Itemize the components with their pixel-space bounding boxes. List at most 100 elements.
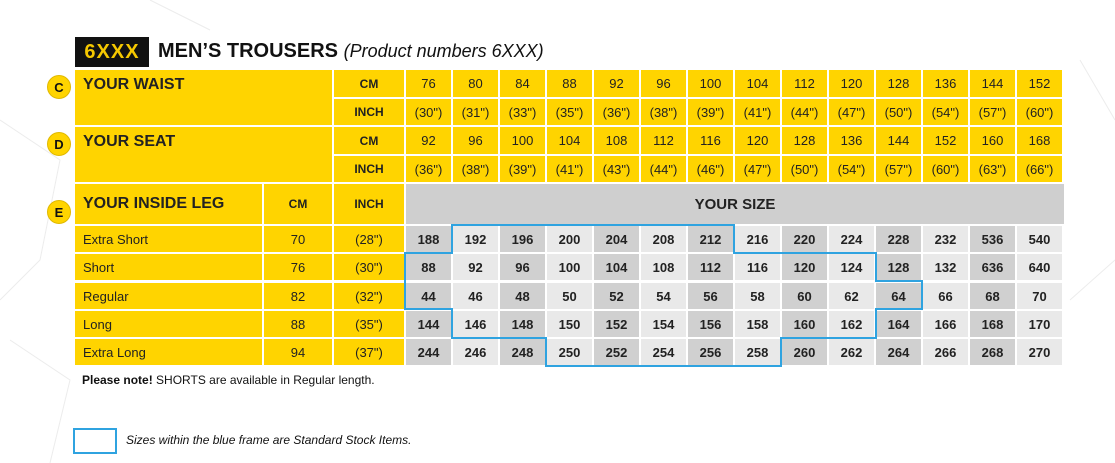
seat-inch-value: (36")	[406, 156, 451, 182]
size-cell: 216	[735, 226, 780, 252]
waist-cm-value: 152	[1017, 70, 1062, 97]
seat-label: YOUR SEAT	[75, 127, 332, 182]
waist-inch-value: (30")	[406, 99, 451, 125]
size-cell: 70	[1017, 283, 1062, 309]
size-cell: 196	[500, 226, 545, 252]
waist-inch-value: (39")	[688, 99, 733, 125]
waist-cm-unit: CM	[334, 70, 404, 97]
seat-inch-value: (43")	[594, 156, 639, 182]
seat-cm-unit: CM	[334, 127, 404, 154]
leg-row-inch: (30")	[334, 254, 404, 280]
size-cell: 124	[829, 254, 874, 280]
size-cell: 154	[641, 311, 686, 337]
size-cell: 150	[547, 311, 592, 337]
waist-cm-value: 76	[406, 70, 451, 97]
size-cell: 248	[500, 339, 545, 365]
seat-cm-value: 116	[688, 127, 733, 154]
title-subtitle: (Product numbers 6XXX)	[343, 41, 544, 61]
leg-row-cm: 70	[264, 226, 332, 252]
seat-cm-value: 136	[829, 127, 874, 154]
waist-inch-unit: INCH	[334, 99, 404, 125]
waist-inch-value: (54")	[923, 99, 968, 125]
size-cell: 228	[876, 226, 921, 252]
seat-cm-value: 112	[641, 127, 686, 154]
size-cell: 268	[970, 339, 1015, 365]
size-cell: 170	[1017, 311, 1062, 337]
seat-cm-value: 128	[782, 127, 827, 154]
size-cell: 156	[688, 311, 733, 337]
size-cell: 220	[782, 226, 827, 252]
waist-inch-value: (60")	[1017, 99, 1062, 125]
size-cell: 252	[594, 339, 639, 365]
waist-inch-value: (44")	[782, 99, 827, 125]
size-cell: 640	[1017, 254, 1062, 280]
size-cell: 104	[594, 254, 639, 280]
seat-cm-value: 100	[500, 127, 545, 154]
size-cell: 64	[876, 283, 921, 309]
waist-cm-value: 96	[641, 70, 686, 97]
size-cell: 120	[782, 254, 827, 280]
seat-inch-value: (38")	[453, 156, 498, 182]
size-cell: 208	[641, 226, 686, 252]
size-cell: 100	[547, 254, 592, 280]
waist-cm-value: 112	[782, 70, 827, 97]
waist-cm-value: 80	[453, 70, 498, 97]
size-cell: 244	[406, 339, 451, 365]
size-cell: 256	[688, 339, 733, 365]
size-cell: 168	[970, 311, 1015, 337]
waist-cm-value: 120	[829, 70, 874, 97]
seat-inch-value: (57")	[876, 156, 921, 182]
product-code-badge: 6XXX	[75, 37, 149, 67]
leg-row-name: Extra Long	[75, 339, 262, 365]
title-main: MEN’S TROUSERS	[158, 40, 339, 62]
seat-cm-value: 120	[735, 127, 780, 154]
seat-inch-value: (66")	[1017, 156, 1062, 182]
size-cell: 66	[923, 283, 968, 309]
leg-row-inch: (32")	[334, 283, 404, 309]
seat-cm-value: 108	[594, 127, 639, 154]
size-cell: 166	[923, 311, 968, 337]
inside-leg-inch-unit: INCH	[334, 184, 404, 224]
inside-leg-label: YOUR INSIDE LEG	[75, 184, 262, 224]
section-d-marker: D	[47, 132, 71, 156]
section-c-marker: C	[47, 75, 71, 99]
waist-cm-value: 136	[923, 70, 968, 97]
seat-cm-value: 144	[876, 127, 921, 154]
size-cell: 200	[547, 226, 592, 252]
leg-row-cm: 88	[264, 311, 332, 337]
note: Please note! SHORTS are available in Reg…	[82, 373, 375, 387]
size-cell: 144	[406, 311, 451, 337]
waist-inch-value: (33")	[500, 99, 545, 125]
waist-label: YOUR WAIST	[75, 70, 332, 125]
leg-row-cm: 82	[264, 283, 332, 309]
size-cell: 262	[829, 339, 874, 365]
size-cell: 536	[970, 226, 1015, 252]
seat-inch-value: (47")	[735, 156, 780, 182]
your-size-header: YOUR SIZE	[406, 184, 1064, 224]
leg-row-name: Extra Short	[75, 226, 262, 252]
size-cell: 62	[829, 283, 874, 309]
legend-text: Sizes within the blue frame are Standard…	[126, 433, 412, 447]
leg-row-inch: (28")	[334, 226, 404, 252]
size-cell: 260	[782, 339, 827, 365]
leg-row-inch: (35")	[334, 311, 404, 337]
waist-cm-value: 128	[876, 70, 921, 97]
leg-row-name: Short	[75, 254, 262, 280]
size-cell: 258	[735, 339, 780, 365]
size-cell: 96	[500, 254, 545, 280]
waist-cm-value: 100	[688, 70, 733, 97]
size-cell: 192	[453, 226, 498, 252]
seat-inch-value: (54")	[829, 156, 874, 182]
inside-leg-cm-unit: CM	[264, 184, 332, 224]
size-cell: 108	[641, 254, 686, 280]
waist-inch-value: (41")	[735, 99, 780, 125]
seat-inch-value: (44")	[641, 156, 686, 182]
waist-inch-value: (57")	[970, 99, 1015, 125]
seat-inch-value: (50")	[782, 156, 827, 182]
size-cell: 264	[876, 339, 921, 365]
size-cell: 188	[406, 226, 451, 252]
waist-inch-value: (38")	[641, 99, 686, 125]
seat-inch-value: (39")	[500, 156, 545, 182]
size-cell: 58	[735, 283, 780, 309]
waist-cm-value: 84	[500, 70, 545, 97]
